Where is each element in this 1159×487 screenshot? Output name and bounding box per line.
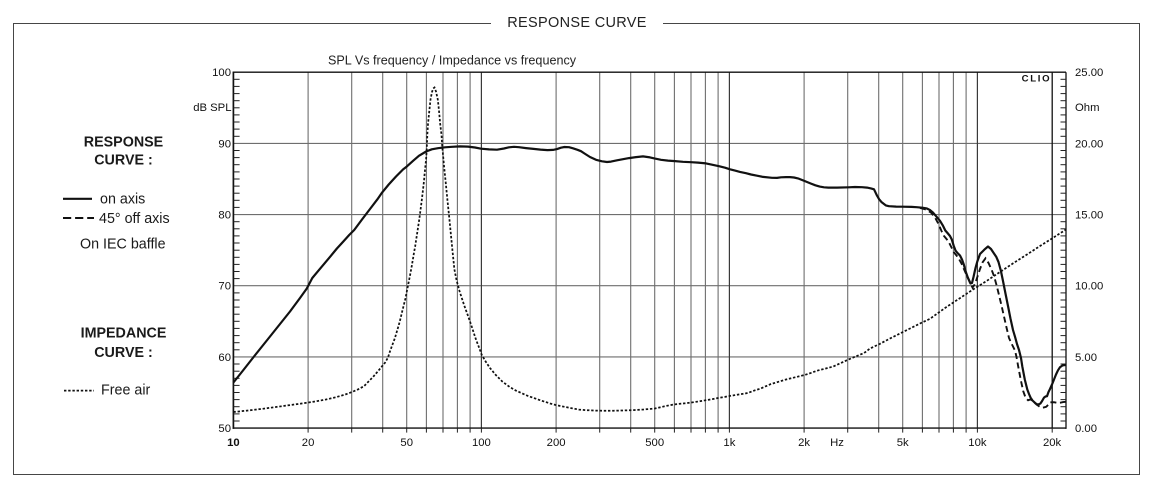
svg-text:RESPONSE: RESPONSE — [84, 135, 163, 151]
svg-text:20: 20 — [302, 437, 315, 449]
svg-text:70: 70 — [218, 281, 231, 293]
svg-text:0.00: 0.00 — [1075, 423, 1097, 435]
svg-text:200: 200 — [547, 437, 566, 449]
svg-text:2k: 2k — [798, 437, 810, 449]
svg-text:IMPEDANCE: IMPEDANCE — [81, 326, 167, 342]
svg-text:10: 10 — [227, 437, 240, 449]
svg-text:60: 60 — [218, 352, 231, 364]
svg-text:Free air: Free air — [101, 383, 150, 399]
svg-text:20.00: 20.00 — [1075, 138, 1103, 150]
svg-text:1k: 1k — [723, 437, 735, 449]
svg-text:5k: 5k — [897, 437, 909, 449]
svg-text:5.00: 5.00 — [1075, 352, 1097, 364]
svg-text:CURVE :: CURVE : — [94, 153, 153, 169]
svg-text:dB SPL: dB SPL — [193, 102, 231, 114]
svg-text:50: 50 — [218, 423, 231, 435]
svg-text:25.00: 25.00 — [1075, 67, 1103, 79]
svg-text:50: 50 — [400, 437, 413, 449]
svg-text:on axis: on axis — [100, 192, 145, 208]
svg-text:45° off axis: 45° off axis — [99, 211, 170, 227]
svg-text:80: 80 — [218, 210, 231, 222]
svg-text:On IEC baffle: On IEC baffle — [80, 237, 166, 253]
svg-text:10.00: 10.00 — [1075, 281, 1103, 293]
svg-text:100: 100 — [472, 437, 491, 449]
svg-text:SPL Vs frequency / Impedance v: SPL Vs frequency / Impedance vs frequenc… — [328, 54, 577, 68]
svg-text:15.00: 15.00 — [1075, 210, 1103, 222]
svg-text:CLIO: CLIO — [1022, 74, 1052, 85]
svg-text:CURVE :: CURVE : — [94, 345, 153, 361]
svg-text:Ohm: Ohm — [1075, 102, 1099, 114]
svg-text:90: 90 — [218, 138, 231, 150]
svg-text:500: 500 — [645, 437, 664, 449]
svg-text:Hz: Hz — [830, 437, 844, 449]
svg-text:20k: 20k — [1043, 437, 1062, 449]
svg-text:10k: 10k — [968, 437, 987, 449]
svg-text:100: 100 — [212, 67, 231, 79]
